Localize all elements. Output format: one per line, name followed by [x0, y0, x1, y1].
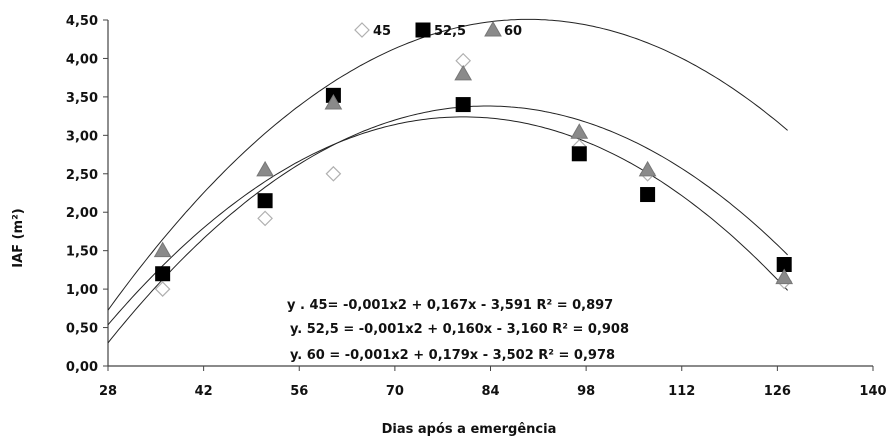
- y-tick-label: 4,50: [66, 14, 98, 29]
- point-60: [324, 94, 343, 110]
- y-tick-label: 1,50: [66, 245, 98, 260]
- y-tick-label: 4,00: [66, 52, 98, 67]
- point-52-5: [571, 146, 587, 162]
- x-tick-label: 98: [577, 384, 595, 399]
- equations: y . 45= -0,001x2 + 0,167x - 3,591 R² = 0…: [287, 298, 629, 363]
- y-axis-label: IAF (m²): [11, 208, 26, 267]
- y-tick-label: 0,50: [66, 322, 98, 337]
- point-60: [153, 241, 172, 258]
- x-tick-label: 70: [386, 384, 404, 399]
- y-tick-label: 3,00: [66, 129, 98, 144]
- y-tick-label: 1,00: [66, 283, 98, 298]
- y-tick-label: 2,00: [66, 206, 98, 221]
- legend-marker-60: [484, 20, 502, 37]
- tick-labels: 0,00 0,50 1,00 1,50 2,00 2,50 3,00 3,50 4,00 4,50…: [66, 14, 887, 399]
- axes: [103, 19, 874, 371]
- x-tick-label: 112: [668, 384, 695, 399]
- point-52-5: [455, 97, 471, 113]
- equation-52-5: y. 52,5 = -0,001x2 + 0,160x - 3,160 R² =…: [290, 322, 629, 337]
- y-tick-label: 2,50: [66, 168, 98, 183]
- point-60: [638, 160, 657, 177]
- x-tick-label: 42: [195, 384, 213, 399]
- point-52-5: [155, 266, 171, 282]
- data-points: [153, 52, 794, 297]
- point-60: [256, 160, 274, 177]
- trend-curves: [107, 18, 788, 344]
- x-tick-label: 126: [764, 384, 791, 399]
- legend-label-45: 45: [373, 24, 391, 39]
- y-tick-label: 0,00: [66, 360, 98, 375]
- legend-marker-45: [354, 22, 370, 38]
- equation-60: y. 60 = -0,001x2 + 0,179x - 3,502 R² = 0…: [290, 348, 615, 363]
- x-axis-label: Dias após a emergência: [382, 422, 557, 437]
- point-45: [325, 165, 342, 182]
- trend-curve-52-5: [107, 116, 788, 326]
- point-45: [257, 210, 273, 227]
- legend-label-60: 60: [504, 24, 522, 39]
- point-60: [570, 123, 589, 139]
- trend-curve-45: [107, 105, 788, 344]
- equation-45: y . 45= -0,001x2 + 0,167x - 3,591 R² = 0…: [287, 298, 613, 313]
- point-60: [454, 64, 473, 81]
- point-45: [154, 281, 171, 297]
- x-tick-label: 28: [99, 384, 117, 399]
- x-tick-label: 84: [481, 384, 499, 399]
- point-52-5: [257, 193, 273, 209]
- point-60: [775, 268, 794, 285]
- x-tick-label: 56: [290, 384, 308, 399]
- legend-marker-52-5: [415, 22, 431, 38]
- legend: 45 52,5 60: [354, 20, 522, 39]
- x-tick-label: 140: [859, 384, 886, 399]
- legend-label-52-5: 52,5: [434, 24, 466, 39]
- point-52-5: [640, 187, 656, 203]
- trend-curve-60: [107, 18, 788, 311]
- y-tick-label: 3,50: [66, 91, 98, 106]
